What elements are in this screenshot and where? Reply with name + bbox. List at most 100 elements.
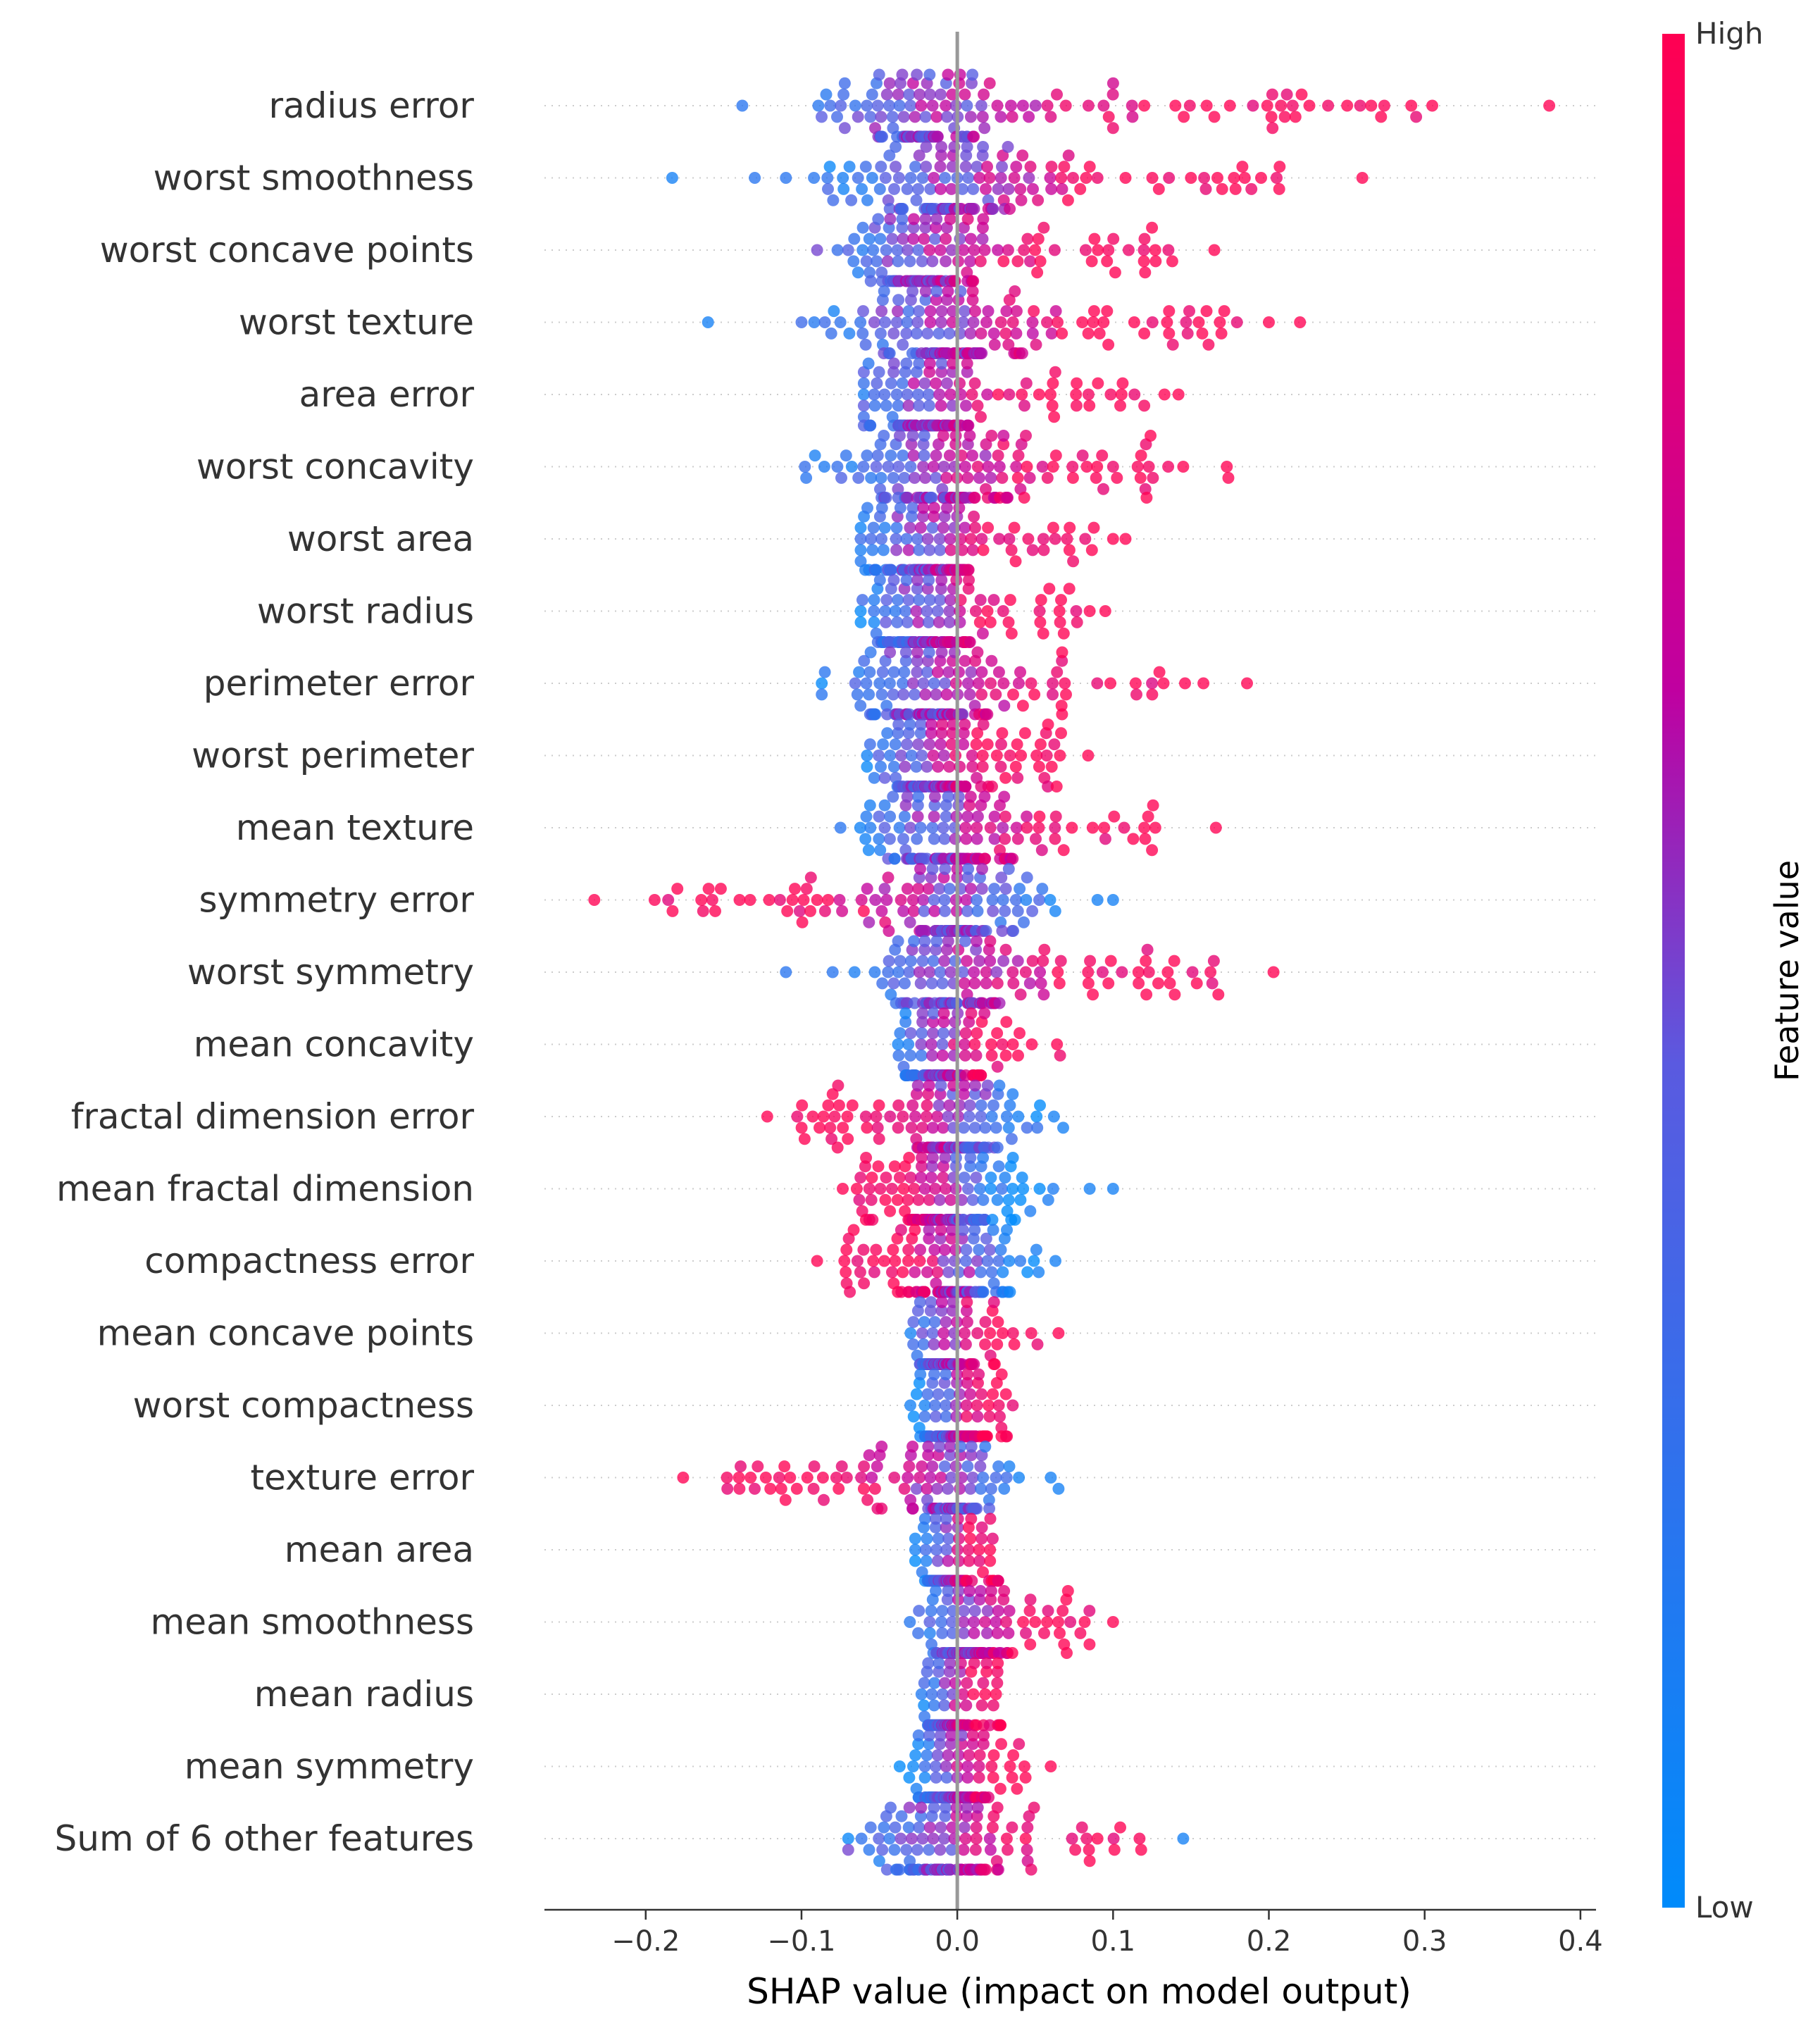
shap-point bbox=[1070, 605, 1083, 617]
shap-point bbox=[907, 1410, 920, 1423]
shap-point bbox=[976, 1388, 988, 1400]
shap-point bbox=[918, 1399, 931, 1412]
shap-point bbox=[962, 863, 975, 875]
shap-point bbox=[897, 905, 910, 917]
shap-point bbox=[861, 760, 873, 773]
shap-point bbox=[921, 1532, 933, 1545]
shap-point bbox=[937, 1255, 949, 1267]
shap-point bbox=[979, 1316, 992, 1329]
shap-point bbox=[935, 366, 948, 378]
shap-point bbox=[914, 1243, 926, 1256]
shap-point bbox=[911, 68, 923, 81]
feature-label: worst texture bbox=[239, 302, 474, 343]
shap-point bbox=[1138, 327, 1151, 340]
shap-point bbox=[860, 677, 873, 690]
shap-point bbox=[980, 1232, 992, 1245]
shap-point bbox=[914, 88, 926, 101]
shap-point bbox=[985, 1593, 997, 1606]
shap-point bbox=[934, 1232, 947, 1245]
shap-point bbox=[1107, 122, 1119, 135]
shap-point bbox=[976, 221, 989, 234]
shap-point bbox=[972, 1376, 984, 1389]
shap-point bbox=[1138, 821, 1151, 834]
shap-point bbox=[987, 1224, 999, 1236]
shap-point bbox=[966, 285, 979, 297]
shap-point bbox=[991, 1627, 1004, 1639]
shap-point bbox=[939, 1810, 952, 1822]
shap-point bbox=[871, 377, 883, 390]
shap-point bbox=[966, 1574, 978, 1587]
shap-point bbox=[1006, 1647, 1018, 1659]
shap-point bbox=[995, 871, 1008, 884]
shap-point bbox=[939, 863, 952, 875]
shap-point bbox=[1026, 955, 1039, 967]
shap-point bbox=[983, 1791, 995, 1803]
shap-point bbox=[928, 790, 941, 803]
shap-point bbox=[786, 894, 799, 906]
shap-point bbox=[924, 1305, 937, 1317]
shap-point bbox=[940, 471, 953, 484]
shap-point bbox=[887, 688, 899, 701]
shap-point bbox=[1166, 338, 1179, 351]
shap-point bbox=[923, 1079, 935, 1092]
shap-point bbox=[914, 1810, 927, 1822]
shap-point bbox=[1051, 666, 1064, 678]
shap-point bbox=[907, 213, 920, 225]
shap-point bbox=[965, 1007, 978, 1019]
shap-point bbox=[897, 1266, 909, 1279]
shap-point bbox=[1278, 111, 1291, 123]
shap-point bbox=[1033, 605, 1046, 617]
shap-point bbox=[869, 894, 882, 906]
shap-point bbox=[885, 1801, 897, 1814]
shap-point bbox=[928, 905, 941, 917]
shap-point bbox=[970, 1821, 983, 1834]
shap-point bbox=[909, 1555, 921, 1567]
shap-point bbox=[892, 483, 904, 495]
shap-point bbox=[980, 438, 992, 451]
shap-point bbox=[857, 305, 869, 318]
shap-point bbox=[984, 1555, 997, 1567]
shap-point bbox=[1135, 449, 1147, 462]
shap-point bbox=[956, 1688, 969, 1701]
shap-point bbox=[979, 1616, 992, 1628]
shap-point bbox=[1011, 471, 1024, 484]
shap-point bbox=[985, 654, 998, 667]
shap-point bbox=[925, 727, 937, 740]
shap-point bbox=[943, 1099, 956, 1112]
shap-point bbox=[1204, 966, 1217, 978]
shap-point bbox=[962, 1543, 975, 1556]
shap-point bbox=[831, 461, 844, 473]
shap-point bbox=[936, 1627, 949, 1639]
shap-point bbox=[949, 1338, 962, 1350]
shap-point bbox=[1031, 1338, 1044, 1350]
shap-point bbox=[666, 905, 679, 917]
shap-point bbox=[1016, 149, 1029, 162]
shap-point bbox=[1066, 821, 1078, 834]
shap-point bbox=[915, 719, 928, 731]
shap-point bbox=[1027, 182, 1039, 195]
shap-point bbox=[1023, 111, 1035, 123]
shap-point bbox=[828, 1110, 841, 1123]
shap-point bbox=[956, 1232, 968, 1245]
shap-point bbox=[880, 616, 892, 628]
shap-point bbox=[981, 1255, 994, 1267]
shap-point bbox=[912, 1738, 925, 1751]
shap-point bbox=[796, 1099, 809, 1112]
feature-label: compactness error bbox=[144, 1241, 474, 1281]
shap-point bbox=[991, 99, 1004, 112]
shap-point bbox=[917, 894, 930, 906]
shap-point bbox=[1018, 727, 1031, 740]
shap-point bbox=[1273, 182, 1285, 195]
shap-point bbox=[1045, 182, 1058, 195]
shap-point bbox=[1138, 244, 1150, 256]
shap-point bbox=[968, 130, 980, 143]
shap-point bbox=[891, 616, 904, 628]
shap-point bbox=[1033, 1183, 1046, 1195]
shap-point bbox=[961, 955, 973, 967]
shap-point bbox=[923, 1738, 935, 1751]
shap-point bbox=[901, 316, 914, 328]
shap-point bbox=[912, 738, 925, 751]
x-axis-label: SHAP value (impact on model output) bbox=[747, 1971, 1411, 2012]
shap-point bbox=[1019, 1832, 1032, 1845]
shap-point bbox=[936, 1038, 949, 1050]
